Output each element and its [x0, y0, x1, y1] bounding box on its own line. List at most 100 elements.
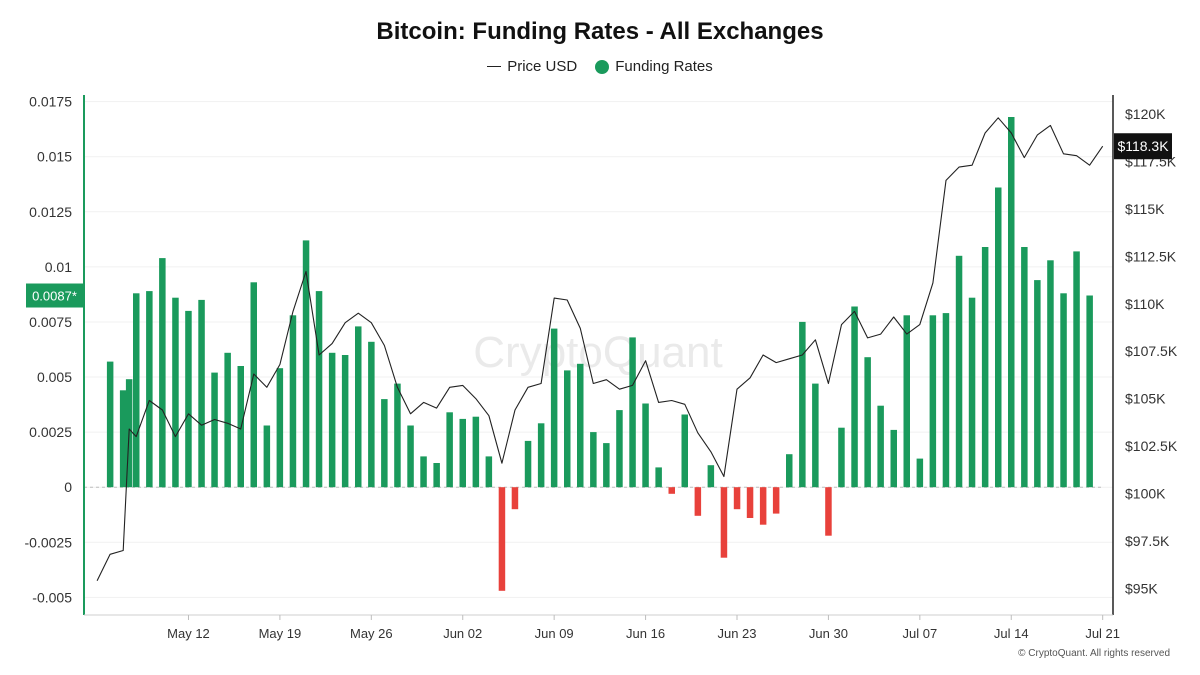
funding-rate-bar: [746, 487, 754, 518]
left-axis-tick-label: 0.0125: [29, 204, 72, 220]
funding-rate-bar: [890, 429, 897, 488]
right-axis-tick-label: $100K: [1125, 486, 1166, 502]
funding-rate-bar: [1021, 247, 1028, 488]
x-axis-tick-label: Jul 07: [902, 626, 937, 641]
left-axis-tick-label: 0.005: [37, 369, 72, 385]
funding-rate-bar: [289, 315, 297, 488]
x-axis-tick-label: May 12: [167, 626, 210, 641]
left-axis-tick-label: 0: [64, 479, 72, 495]
left-axis-tick-label: -0.005: [32, 589, 72, 605]
funding-rate-bar: [302, 240, 310, 488]
funding-rate-bar: [106, 361, 114, 488]
x-axis-tick-label: Jun 02: [443, 626, 482, 641]
right-axis-tick-label: $107.5K: [1125, 343, 1178, 359]
funding-rate-bar: [315, 291, 323, 488]
funding-rate-bar: [733, 487, 741, 510]
x-axis-tick-label: May 26: [350, 626, 393, 641]
x-axis-tick-label: Jun 30: [809, 626, 848, 641]
funding-rate-bar: [159, 258, 166, 488]
left-axis-tick-label: 0.0175: [29, 94, 72, 110]
funding-rate-bar: [355, 326, 362, 488]
funding-rate-bar: [629, 337, 636, 488]
x-axis-tick-label: Jun 16: [626, 626, 665, 641]
funding-rate-bar: [759, 487, 767, 525]
legend-label-price: Price USD: [507, 58, 578, 75]
funding-rate-bar: [838, 427, 845, 488]
legend-dot-marker: [595, 59, 610, 74]
left-axis-badge: [26, 283, 83, 308]
funding-rate-bar: [133, 293, 140, 488]
funding-rate-bar: [119, 390, 127, 488]
right-axis-tick-label: $112.5K: [1125, 248, 1177, 264]
funding-rate-bar: [694, 487, 702, 516]
right-axis-tick-label: $95K: [1125, 580, 1158, 596]
funding-rate-bar: [864, 357, 871, 488]
funding-rate-bar: [955, 255, 963, 488]
funding-rate-bar: [407, 425, 414, 488]
funding-rate-bar: [524, 440, 532, 488]
funding-rate-bar: [995, 187, 1002, 488]
right-axis-tick-label: $115K: [1125, 201, 1165, 217]
funding-rate-bar: [916, 458, 924, 488]
funding-rate-bar: [537, 423, 545, 488]
funding-rate-bar: [1047, 260, 1054, 488]
funding-rate-bar: [172, 297, 179, 488]
funding-rate-bar: [720, 487, 728, 558]
funding-rate-bar: [381, 399, 388, 488]
funding-rate-bar: [616, 410, 623, 488]
funding-rate-bar: [642, 403, 649, 488]
funding-rate-bar: [459, 418, 466, 488]
funding-rate-bar: [877, 405, 884, 488]
left-axis-tick-label: 0.01: [45, 259, 72, 275]
funding-rate-bar: [1086, 295, 1093, 488]
left-axis-tick-label: -0.0025: [25, 534, 73, 550]
left-axis-badge-label: 0.0087*: [32, 289, 77, 304]
copyright-notice: © CryptoQuant. All rights reserved: [1018, 648, 1170, 659]
right-axis-tick-label: $120K: [1125, 106, 1166, 122]
funding-rate-bar: [250, 282, 257, 488]
funding-rate-bar: [577, 363, 584, 488]
funding-rate-bar: [929, 315, 937, 488]
funding-rate-bar: [550, 328, 558, 488]
chart-title: Bitcoin: Funding Rates - All Exchanges: [376, 18, 824, 45]
funding-rate-bar: [263, 425, 271, 488]
funding-rate-bar: [564, 370, 571, 488]
funding-rate-bar: [211, 372, 218, 488]
funding-rate-bar: [498, 487, 506, 591]
funding-rate-bar: [198, 299, 205, 488]
funding-rate-bar: [825, 487, 832, 536]
right-axis-tick-label: $110K: [1125, 296, 1165, 312]
funding-rate-bar: [968, 297, 976, 488]
chart-legend: Price USD Funding Rates: [0, 58, 1200, 75]
funding-rate-bar: [224, 352, 231, 488]
right-axis-tick-label: $97.5K: [1125, 533, 1170, 549]
left-axis-tick-label: 0.0075: [29, 314, 72, 330]
x-axis-tick-label: Jun 09: [535, 626, 574, 641]
funding-rate-bar: [146, 291, 153, 488]
funding-rate-bar: [981, 247, 989, 488]
left-axis-tick-label: 0.0025: [29, 424, 72, 440]
funding-rate-bar: [942, 313, 950, 488]
right-axis-badge: [1114, 133, 1172, 160]
legend-item-funding[interactable]: Funding Rates: [595, 58, 713, 75]
x-axis-tick-label: Jun 23: [717, 626, 756, 641]
funding-rate-bar: [420, 456, 427, 488]
funding-rate-bar: [394, 383, 401, 488]
funding-rate-bar: [681, 414, 688, 488]
funding-rate-bar: [185, 310, 192, 488]
funding-rate-bar: [799, 321, 806, 488]
funding-rate-bar: [707, 465, 715, 488]
funding-rate-bar: [772, 487, 780, 514]
funding-rate-bar: [851, 306, 858, 488]
price-line: [96, 117, 1104, 582]
funding-rate-bar: [1008, 117, 1015, 488]
funding-rate-bar: [368, 341, 375, 488]
funding-rate-bar: [1073, 251, 1080, 488]
legend-item-price[interactable]: Price USD: [487, 58, 577, 75]
funding-rate-bar: [1060, 293, 1067, 488]
legend-label-funding: Funding Rates: [615, 58, 713, 75]
funding-rate-bar: [655, 467, 662, 488]
right-axis-tick-label: $105K: [1125, 391, 1166, 407]
funding-rate-bar: [668, 487, 675, 494]
